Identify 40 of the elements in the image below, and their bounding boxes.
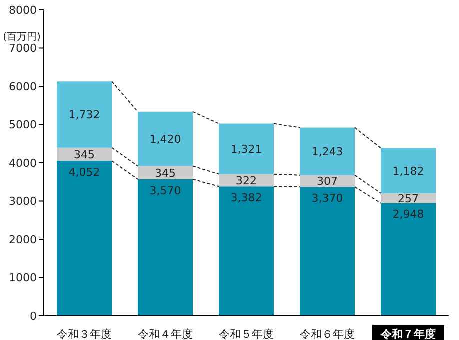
data-label: 307 — [317, 175, 338, 188]
data-label: 1,243 — [312, 146, 344, 159]
bar — [138, 179, 193, 316]
bar — [219, 124, 274, 174]
data-label: 3,370 — [312, 192, 344, 206]
y-tick-label: 0 — [30, 310, 37, 323]
data-label: 345 — [74, 148, 95, 162]
bar — [138, 112, 193, 166]
y-tick-label: 7000 — [9, 42, 37, 56]
y-tick-label: 3000 — [9, 195, 37, 208]
data-label: 1,420 — [150, 133, 182, 146]
data-label: 345 — [155, 166, 176, 180]
y-tick-label: 4000 — [9, 156, 37, 170]
bar — [300, 128, 355, 176]
x-tick-label: 令和４年度 — [138, 328, 193, 340]
y-tick-label: 6000 — [9, 80, 37, 94]
bar — [300, 187, 355, 316]
data-label: 3,382 — [230, 192, 262, 205]
x-tick-label: 令和５年度 — [219, 328, 274, 340]
data-label: 1,732 — [68, 108, 100, 122]
bar — [381, 148, 436, 194]
bar — [381, 203, 436, 316]
x-tick-label: 令和７年度 — [380, 328, 436, 340]
x-tick-label: 令和６年度 — [300, 328, 355, 340]
bar — [57, 161, 112, 316]
y-axis-title: (百万円) — [3, 32, 41, 43]
x-tick-label: 令和３年度 — [57, 328, 112, 340]
data-label: 4,052 — [68, 166, 100, 180]
y-tick-label: 8000 — [9, 4, 37, 17]
data-label: 2,948 — [392, 208, 424, 222]
y-tick-label: 2000 — [9, 233, 37, 246]
bar — [219, 186, 274, 316]
bar — [57, 82, 112, 148]
data-label: 1,321 — [230, 143, 262, 156]
data-label: 3,570 — [150, 184, 182, 198]
y-tick-label: 5000 — [9, 118, 37, 132]
y-tick-label: 1000 — [9, 272, 37, 285]
data-label: 1,182 — [392, 164, 424, 178]
data-label: 257 — [398, 192, 419, 206]
data-label: 322 — [236, 174, 257, 188]
